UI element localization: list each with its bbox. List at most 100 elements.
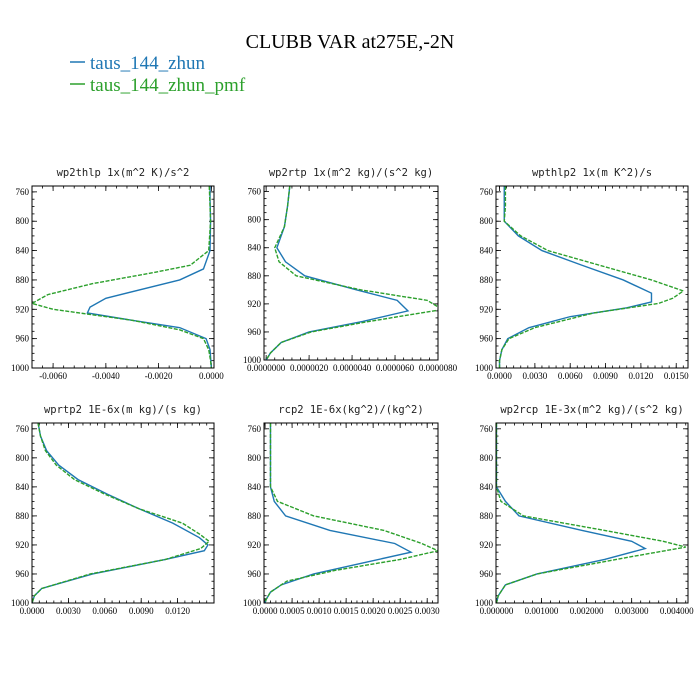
panel-frame: [495, 422, 689, 604]
legend-label-2: taus_144_zhun_pmf: [90, 75, 246, 96]
x-tick-label: 0.0030: [522, 371, 547, 381]
y-tick-label: 840: [16, 246, 30, 256]
y-tick-label: 880: [248, 271, 262, 281]
x-tick-label: 0.0025: [388, 606, 413, 616]
x-tick-label: 0.0020: [361, 606, 386, 616]
x-tick-label: 0.0000080: [419, 363, 458, 373]
y-tick-label: 840: [16, 482, 30, 492]
x-tick-label: 0.0005: [280, 606, 305, 616]
panel-frame: [31, 422, 215, 604]
panel-title: rcp2 1E-6x(kg^2)/(kg^2): [278, 404, 423, 416]
y-tick-label: 1000: [475, 598, 494, 608]
y-tick-label: 880: [480, 511, 494, 521]
series-line-taus-144-zhun-pmf: [32, 186, 213, 368]
panel-title: wp2thlp 1x(m^2 K)/s^2: [57, 167, 190, 179]
y-tick-label: 800: [480, 453, 494, 463]
x-tick-label: 0.0030: [56, 606, 81, 616]
y-tick-label: 880: [248, 511, 262, 521]
x-tick-label: 0.001000: [525, 606, 559, 616]
y-tick-label: 920: [16, 304, 30, 314]
x-tick-label: 0.0010: [307, 606, 332, 616]
y-tick-label: 880: [16, 511, 30, 521]
x-tick-label: 0.0000: [487, 371, 512, 381]
y-tick-label: 760: [480, 187, 494, 197]
panel-6: wp2rcp 1E-3x(m^2 kg)/(s^2 kg) 760 800 840 88…: [475, 404, 694, 616]
panel-title: wprtp2 1E-6x(m kg)/(s kg): [44, 404, 202, 416]
x-tick-label: 0.0120: [629, 371, 654, 381]
series-line-taus-144-zhun: [32, 423, 209, 603]
series-line-taus-144-zhun: [265, 186, 410, 360]
series-line-taus-144-zhun: [498, 186, 653, 368]
y-tick-label: 880: [16, 275, 30, 285]
legend: taus_144_zhun taus_144_zhun_pmf: [70, 53, 246, 96]
y-tick-label: 800: [16, 453, 30, 463]
x-tick-label: 0.002000: [570, 606, 604, 616]
y-tick-label: 960: [480, 569, 494, 579]
y-tick-label: 1000: [243, 355, 262, 365]
y-tick-label: 920: [248, 299, 262, 309]
x-tick-label: 0.0000: [199, 371, 224, 381]
panel-title: wp2rcp 1E-3x(m^2 kg)/(s^2 kg): [500, 404, 683, 416]
y-tick-label: 960: [16, 334, 30, 344]
y-tick-label: 840: [248, 482, 262, 492]
panel-1: wp2thlp 1x(m^2 K)/s^2 760 800 840 880 920 960 1…: [11, 167, 224, 381]
y-tick-label: 960: [248, 327, 262, 337]
x-tick-label: 0.0015: [334, 606, 359, 616]
y-tick-label: 1000: [11, 363, 30, 373]
y-tick-label: 960: [480, 334, 494, 344]
x-tick-label: 0.0000040: [333, 363, 372, 373]
y-tick-label: 1000: [475, 363, 494, 373]
series-line-taus-144-zhun-pmf: [498, 186, 685, 368]
x-tick-label: 0.0120: [165, 606, 190, 616]
y-tick-label: 760: [480, 424, 494, 434]
y-tick-label: 760: [16, 424, 30, 434]
panel-5: rcp2 1E-6x(kg^2)/(kg^2) 760 800 840 880 920 96…: [243, 404, 440, 616]
y-tick-label: 920: [16, 540, 30, 550]
y-tick-label: 800: [16, 216, 30, 226]
x-tick-label: -0.0020: [145, 371, 173, 381]
series-line-taus-144-zhun-pmf: [265, 186, 438, 360]
y-tick-label: 760: [16, 187, 30, 197]
y-tick-label: 1000: [243, 598, 262, 608]
y-tick-label: 880: [480, 275, 494, 285]
series-line-taus-144-zhun: [86, 186, 213, 368]
panel-3: wpthlp2 1x(m K^2)/s 760 800 840 880 920 960 100…: [475, 167, 689, 381]
x-tick-label: 0.0000: [253, 606, 278, 616]
x-tick-label: 0.004000: [660, 606, 694, 616]
y-tick-label: 960: [16, 569, 30, 579]
y-tick-label: 840: [248, 243, 262, 253]
x-tick-label: 0.0000060: [376, 363, 415, 373]
x-tick-label: 0.0090: [593, 371, 618, 381]
y-tick-label: 800: [480, 216, 494, 226]
y-tick-label: 760: [248, 424, 262, 434]
y-tick-label: 920: [480, 304, 494, 314]
series-line-taus-144-zhun-pmf: [496, 423, 686, 603]
panel-frame: [495, 185, 689, 369]
x-tick-label: 0.0000020: [290, 363, 329, 373]
series-line-taus-144-zhun-pmf: [264, 423, 438, 603]
series-line-taus-144-zhun: [264, 423, 413, 603]
y-tick-label: 1000: [11, 598, 30, 608]
x-tick-label: 0.0000000: [247, 363, 286, 373]
x-tick-label: 0.000000: [480, 606, 514, 616]
panel-title: wp2rtp 1x(m^2 kg)/(s^2 kg): [269, 167, 433, 179]
figure-title: CLUBB VAR at275E,-2N: [246, 31, 455, 53]
panel-frame: [263, 185, 439, 361]
y-tick-label: 920: [248, 540, 262, 550]
panel-frame: [31, 185, 215, 369]
y-tick-label: 800: [248, 215, 262, 225]
x-tick-label: 0.0060: [558, 371, 583, 381]
x-tick-label: -0.0060: [39, 371, 67, 381]
legend-label-1: taus_144_zhun: [90, 53, 206, 74]
panel-4: wprtp2 1E-6x(m kg)/(s kg) 760 800 840 880 920…: [11, 404, 215, 616]
x-tick-label: 0.0060: [92, 606, 117, 616]
y-tick-label: 760: [248, 187, 262, 197]
panel-frame: [263, 422, 439, 604]
y-tick-label: 840: [480, 246, 494, 256]
y-tick-label: 960: [248, 569, 262, 579]
series-line-taus-144-zhun-pmf: [32, 423, 211, 603]
x-tick-label: 0.003000: [615, 606, 649, 616]
x-tick-label: 0.0090: [129, 606, 154, 616]
x-tick-label: -0.0040: [92, 371, 120, 381]
